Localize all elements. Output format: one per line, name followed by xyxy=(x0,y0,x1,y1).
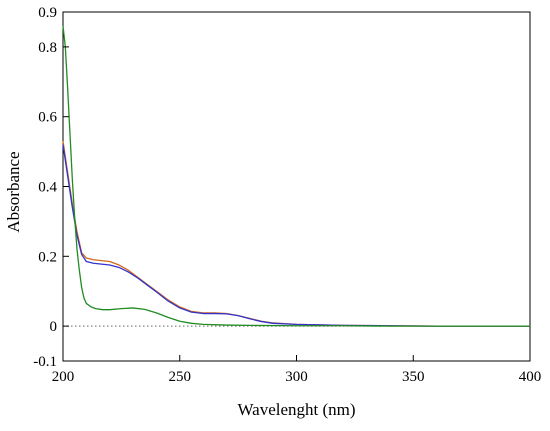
x-tick-label: 400 xyxy=(519,369,542,385)
series-line-3 xyxy=(62,25,530,327)
y-axis-title: Absorbance xyxy=(4,151,23,232)
y-tick-label: 0.2 xyxy=(38,249,57,265)
series-line-2 xyxy=(62,144,530,327)
x-tick-label: 300 xyxy=(285,369,308,385)
y-tick-label: 0.8 xyxy=(38,40,57,56)
series-line-1 xyxy=(62,141,530,327)
series-layer xyxy=(62,25,530,327)
y-tick-label: 0.9 xyxy=(38,5,57,21)
y-tick-label: 0 xyxy=(50,319,58,335)
y-tick-label: 0.6 xyxy=(38,110,57,126)
x-axis-title: Wavelenght (nm) xyxy=(237,400,355,419)
y-tick-label: 0.4 xyxy=(38,180,57,196)
ticks-layer: 200 250 300 350 400 -0.1 0 0.2 0.4 0.6 0.8 0.9 xyxy=(33,5,541,385)
x-tick-label: 350 xyxy=(402,369,425,385)
x-tick-label: 200 xyxy=(52,369,75,385)
y-tick-label: -0.1 xyxy=(33,354,57,370)
plot-frame xyxy=(62,11,531,362)
x-tick-label: 250 xyxy=(169,369,192,385)
